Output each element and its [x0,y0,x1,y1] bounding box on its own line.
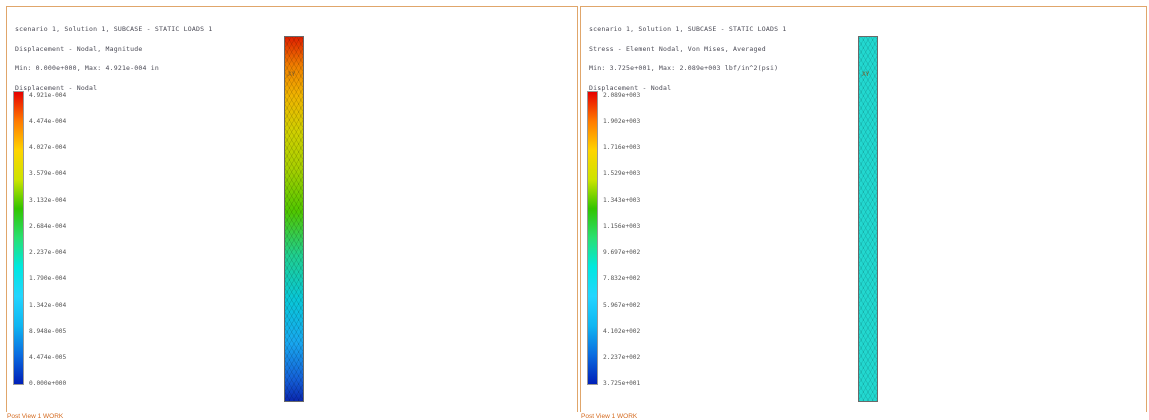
header-line: Stress - Element Nodal, Von Mises, Avera… [589,44,766,53]
legend-label: 0.000e+000 [29,380,67,387]
legend-label: 4.102e+002 [603,328,641,335]
result-header: scenario 1, Solution 1, SUBCASE - STATIC… [589,13,786,104]
header-line: scenario 1, Solution 1, SUBCASE - STATIC… [589,25,787,33]
coordinate-marker: XY [288,71,296,78]
view-footer: Post View 1 WORK [581,413,638,420]
header-line: Displacement - Nodal [589,83,672,92]
legend-label: 1.529e+003 [603,170,641,177]
color-ramp [587,91,598,385]
header-line: scenario 1, Solution 1, SUBCASE - STATIC… [15,25,213,33]
legend-label: 1.790e-004 [29,275,67,282]
displacement-mesh-model[interactable] [284,36,304,402]
header-line: Displacement - Nodal, Magnitude [15,44,143,53]
result-header: scenario 1, Solution 1, SUBCASE - STATIC… [15,13,212,104]
header-line: Displacement - Nodal [15,83,98,92]
post-view-right[interactable]: scenario 1, Solution 1, SUBCASE - STATIC… [580,6,1147,420]
post-view-left[interactable]: scenario 1, Solution 1, SUBCASE - STATIC… [6,6,578,420]
color-legend: 4.921e-004 4.474e-004 4.027e-004 3.579e-… [13,91,103,387]
legend-label: 1.716e+003 [603,144,641,151]
view-footer: Post View 1 WORK [7,413,64,420]
legend-label: 5.967e+002 [603,302,641,309]
color-legend: 2.089e+003 1.902e+003 1.716e+003 1.529e+… [587,91,677,387]
stress-mesh-model[interactable] [858,36,878,402]
legend-label: 2.684e-004 [29,223,67,230]
coordinate-marker: XY [862,71,870,78]
legend-label: 4.921e-004 [29,92,67,99]
legend-label: 1.343e+003 [603,197,641,204]
legend-label: 4.474e-005 [29,354,67,361]
legend-label: 4.474e-004 [29,118,67,125]
legend-label: 3.132e-004 [29,197,67,204]
legend-label: 4.027e-004 [29,144,67,151]
legend-label: 7.832e+002 [603,275,641,282]
legend-label: 1.902e+003 [603,118,641,125]
legend-label: 3.579e-004 [29,170,67,177]
header-line: Min: 3.725e+001, Max: 2.089e+003 lbf/in^… [589,64,779,72]
legend-label: 2.237e-004 [29,249,67,256]
legend-label: 2.089e+003 [603,92,641,99]
legend-label: 9.697e+002 [603,249,641,256]
legend-label: 3.725e+001 [603,380,641,387]
legend-label: 1.342e-004 [29,302,67,309]
legend-label: 8.948e-005 [29,328,67,335]
legend-label: 1.156e+003 [603,223,641,230]
legend-label: 2.237e+002 [603,354,641,361]
color-ramp [13,91,24,385]
header-line: Min: 0.000e+000, Max: 4.921e-004 in [15,64,159,72]
